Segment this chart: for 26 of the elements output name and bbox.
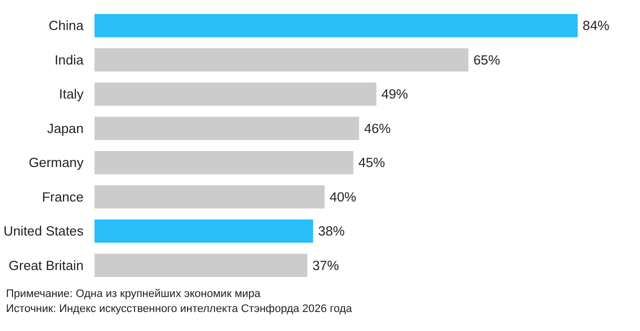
data-label: 65%: [473, 52, 500, 68]
bar: [94, 185, 325, 209]
text: Примечание: Одна из крупнейших экономик мира: [6, 287, 261, 302]
data-label: 46%: [364, 120, 391, 136]
bar: [94, 116, 360, 140]
bar: [94, 254, 308, 278]
y-tick-label: France: [42, 189, 84, 204]
y-tick-label: Japan: [47, 120, 84, 136]
data-label: 40%: [330, 189, 356, 204]
bar: [94, 150, 354, 174]
data-label: 49%: [381, 86, 408, 102]
y-tick-label: United States: [3, 224, 84, 239]
bar: [94, 14, 578, 38]
data-label: 37%: [312, 258, 340, 273]
y-tick-label: India: [54, 52, 84, 68]
bar: [94, 48, 468, 72]
bar: [94, 82, 376, 106]
text: Источник: Индекс искусственного интеллекта Стэнфорда 2026 года: [6, 302, 352, 317]
bar: [94, 219, 314, 243]
y-tick-label: Great Britain: [8, 258, 84, 273]
data-label: 38%: [318, 224, 345, 239]
data-label: 45%: [358, 155, 386, 170]
y-tick-label: China: [48, 18, 84, 34]
y-tick-label: Italy: [59, 86, 84, 102]
y-tick-label: Germany: [28, 155, 84, 170]
data-label: 84%: [582, 18, 610, 34]
